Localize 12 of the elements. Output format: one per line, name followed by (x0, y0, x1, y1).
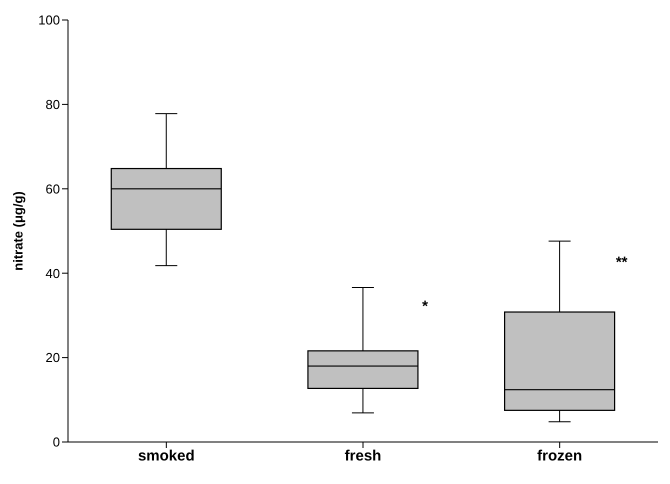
y-tick-label: 60 (46, 181, 60, 196)
annotation: ** (616, 254, 628, 271)
y-axis-title: nitrate (μg/g) (10, 191, 26, 271)
y-tick-label: 80 (46, 97, 60, 112)
x-tick-label: fresh (344, 448, 382, 465)
y-tick-label: 100 (38, 12, 60, 28)
y-tick-label: 0 (52, 434, 60, 450)
x-tick-label: frozen (537, 448, 582, 465)
x-tick-label: smoked (138, 448, 195, 465)
y-tick-label: 20 (46, 350, 60, 366)
y-tick-label: 40 (46, 266, 60, 281)
annotation: * (422, 298, 428, 316)
